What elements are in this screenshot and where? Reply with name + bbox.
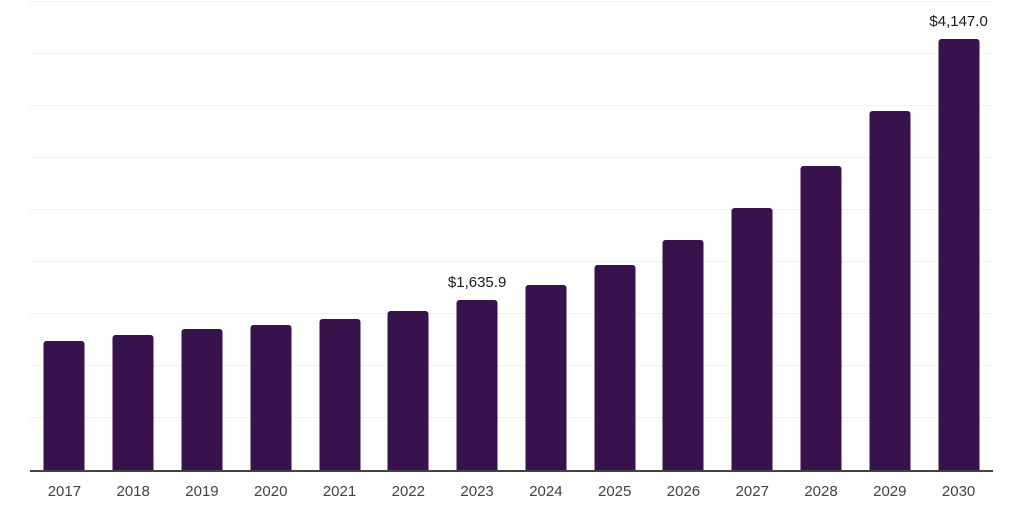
bar-2020 (250, 324, 292, 470)
bar-group-2020 (236, 0, 305, 470)
x-axis: 2017 2018 2019 2020 2021 2022 2023 2024 2025 2026… (30, 482, 993, 504)
plot-area: $1,635.9 $4,147.0 (30, 0, 993, 472)
x-tick-label-2026: 2026 (666, 483, 701, 500)
bar-group-2030: $4,147.0 (924, 0, 993, 470)
bar-2017 (43, 340, 85, 470)
bar-2024 (525, 284, 567, 470)
data-label-2030: $4,147.0 (929, 12, 988, 30)
x-tick-label-2022: 2022 (391, 483, 425, 500)
bar-2027 (731, 208, 773, 470)
gridline (30, 261, 993, 262)
x-tick-label-2018: 2018 (116, 483, 150, 500)
gridline (30, 209, 993, 210)
x-tick-label-2028: 2028 (804, 483, 838, 500)
bar-group-2019 (168, 0, 237, 470)
gridline (30, 417, 993, 418)
gridline (30, 157, 993, 158)
bar-2019 (181, 329, 223, 470)
bar-group-2024 (512, 0, 581, 470)
x-tick-label-2030: 2030 (941, 483, 976, 500)
bar-2028 (800, 166, 842, 470)
bar-group-2022 (374, 0, 443, 470)
x-tick-label-2024: 2024 (529, 483, 563, 500)
bar-group-2027 (718, 0, 787, 470)
bar-2025 (594, 265, 636, 470)
data-label-2023: $1,635.9 (447, 273, 507, 291)
bar-group-2025 (580, 0, 649, 470)
bar-group-2023: $1,635.9 (443, 0, 512, 470)
x-tick-label-2023: 2023 (460, 483, 494, 500)
bar-group-2018 (99, 0, 168, 470)
x-tick-label-2025: 2025 (597, 483, 632, 500)
x-tick-label-2029: 2029 (873, 483, 907, 500)
bar-2029 (869, 111, 911, 470)
gridline (30, 313, 993, 314)
bar-2022 (387, 311, 429, 470)
gridline (30, 1, 993, 2)
gridline (30, 105, 993, 106)
bar-group-2029 (855, 0, 924, 470)
bar-2023 (456, 299, 498, 470)
gridline (30, 53, 993, 54)
bar-group-2028 (787, 0, 856, 470)
bar-group-2021 (305, 0, 374, 470)
bar-2018 (112, 334, 154, 470)
x-tick-label-2020: 2020 (254, 483, 288, 500)
x-tick-label-2027: 2027 (735, 483, 769, 500)
bar-group-2026 (649, 0, 718, 470)
x-tick-label-2021: 2021 (322, 483, 357, 500)
bar-2030 (938, 38, 980, 470)
gridline (30, 365, 993, 366)
x-tick-label-2017: 2017 (47, 483, 82, 500)
bar-2021 (319, 319, 361, 470)
bar-group-2017 (30, 0, 99, 470)
x-tick-label-2019: 2019 (185, 483, 219, 500)
bar-2026 (662, 239, 704, 470)
